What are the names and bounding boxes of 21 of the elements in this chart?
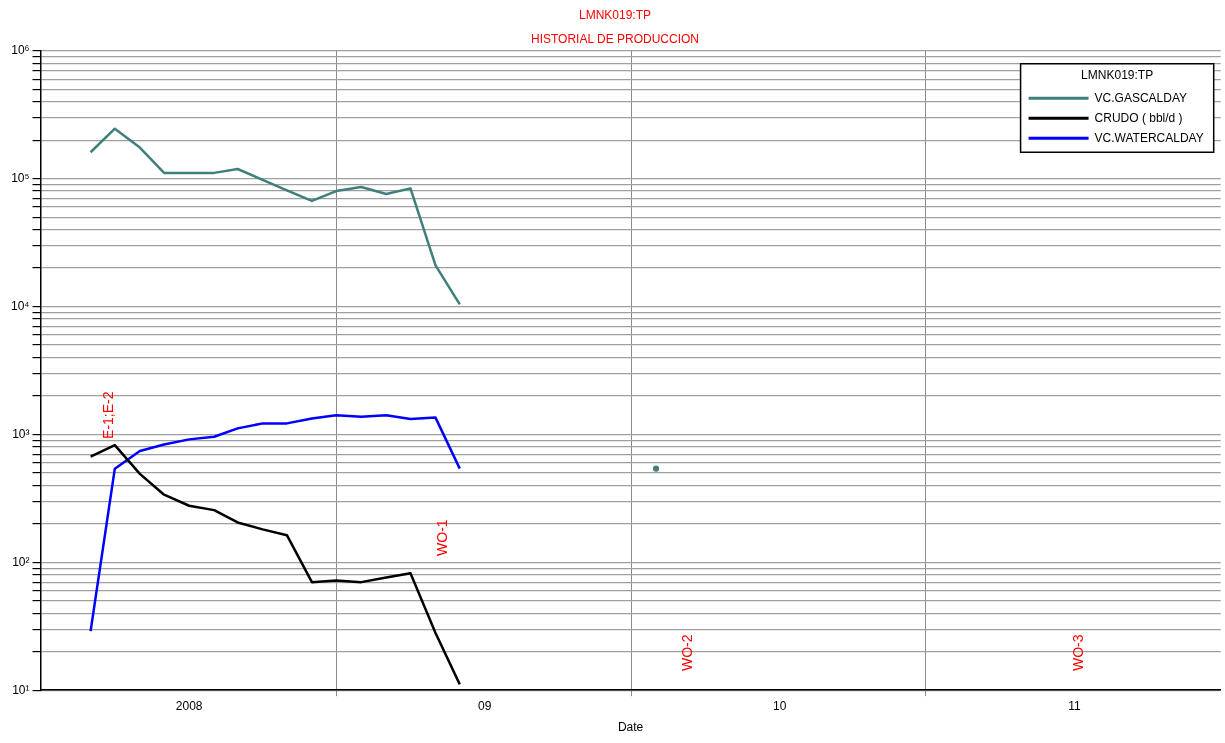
y-tick-label: 10⁵ <box>11 170 30 185</box>
legend-title: LMNK019:TP <box>1081 68 1154 83</box>
y-tick-label: 10⁶ <box>11 43 30 58</box>
y-tick-label: 10⁴ <box>10 298 30 313</box>
x-axis-title: Date <box>617 720 644 735</box>
y-tick-label: 10¹ <box>12 682 30 697</box>
x-tick-label: 09 <box>478 698 492 713</box>
annotation: E-1;E-2 <box>99 391 116 439</box>
chart-subtitle: HISTORIAL DE PRODUCCION <box>530 31 700 46</box>
annotation: WO-2 <box>679 634 696 672</box>
annotation: WO-3 <box>1069 634 1086 672</box>
chart-title: LMNK019:TP <box>578 7 652 22</box>
annotation: WO-1 <box>433 519 450 556</box>
x-tick-label: 11 <box>1068 698 1082 713</box>
y-tick-label: 10³ <box>12 426 30 441</box>
legend-label: VC.WATERCALDAY <box>1094 130 1204 145</box>
x-tick-label: 2008 <box>175 698 203 713</box>
legend-label: VC.GASCALDAY <box>1094 90 1188 105</box>
legend-label: CRUDO ( bbl/d ) <box>1094 110 1183 125</box>
y-tick-label: 10² <box>12 554 30 569</box>
x-tick-label: 10 <box>772 698 787 713</box>
